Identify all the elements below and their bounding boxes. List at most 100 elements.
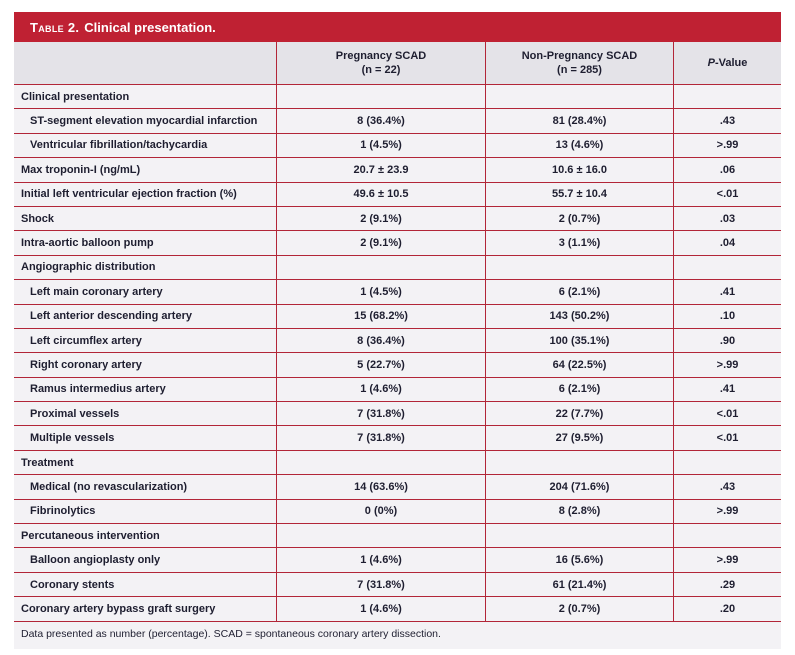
row-label: ST-segment elevation myocardial infarcti… (30, 115, 258, 128)
non-pregnancy-value (485, 85, 673, 109)
table-row: ST-segment elevation myocardial infarcti… (14, 109, 781, 134)
pregnancy-value (276, 524, 485, 548)
non-pregnancy-header-line1: Non-Pregnancy SCAD (521, 49, 638, 62)
table-row: Coronary stents 7 (31.8%) 61 (21.4%) .29 (14, 572, 781, 598)
row-label: Coronary stents (30, 578, 115, 591)
p-value: >.99 (673, 353, 781, 377)
row-label: Left anterior descending artery (30, 310, 192, 323)
p-value: >.99 (673, 548, 781, 572)
row-label: Left main coronary artery (30, 285, 163, 298)
pregnancy-header-line2: (n = 22) (361, 64, 401, 76)
non-pregnancy-value: 2 (0.7%) (485, 206, 673, 231)
row-label: Angiographic distribution (21, 261, 156, 274)
non-pregnancy-value: 100 (35.1%) (485, 328, 673, 353)
row-label: Left circumflex artery (30, 334, 142, 347)
section-header-row: Treatment (14, 450, 781, 476)
row-label: Right coronary artery (30, 358, 142, 371)
p-value: <.01 (673, 402, 781, 426)
non-pregnancy-value: 22 (7.7%) (485, 402, 673, 426)
row-label: Ventricular fibrillation/tachycardia (30, 139, 208, 152)
p-value (673, 450, 781, 475)
pregnancy-value: 1 (4.6%) (276, 377, 485, 402)
non-pregnancy-value: 55.7 ± 10.4 (485, 182, 673, 206)
p-value: .04 (673, 231, 781, 255)
row-label: Initial left ventricular ejection fracti… (21, 188, 237, 201)
pregnancy-value: 5 (22.7%) (276, 353, 485, 377)
table-row: Left circumflex artery 8 (36.4%) 100 (35.1… (14, 328, 781, 354)
p-value (673, 85, 781, 109)
row-label: Intra-aortic balloon pump (21, 237, 154, 250)
clinical-presentation-table: Table 2. Clinical presentation. Pregnanc… (14, 12, 781, 650)
non-pregnancy-value: 27 (9.5%) (485, 426, 673, 450)
non-pregnancy-value: 64 (22.5%) (485, 353, 673, 377)
non-pregnancy-value: 143 (50.2%) (485, 304, 673, 328)
table-row: Shock 2 (9.1%) 2 (0.7%) .03 (14, 206, 781, 232)
pregnancy-value (276, 450, 485, 475)
table-row: Max troponin-I (ng/mL) 20.7 ± 23.9 10.6 ± … (14, 158, 781, 183)
table-row: Fibrinolytics 0 (0%) 8 (2.8%) >.99 (14, 499, 781, 525)
pregnancy-value: 14 (63.6%) (276, 475, 485, 499)
non-pregnancy-value: 8 (2.8%) (485, 499, 673, 524)
p-value: .20 (673, 597, 781, 621)
row-label: Multiple vessels (30, 432, 115, 445)
pregnancy-value: 7 (31.8%) (276, 402, 485, 426)
p-value: .41 (673, 280, 781, 304)
non-pregnancy-header-line2: (n = 285) (557, 64, 602, 76)
table-row: Initial left ventricular ejection fracti… (14, 182, 781, 207)
table-row: Right coronary artery 5 (22.7%) 64 (22.5%)… (14, 353, 781, 378)
non-pregnancy-value: 6 (2.1%) (485, 377, 673, 402)
non-pregnancy-value: 10.6 ± 16.0 (485, 158, 673, 182)
pregnancy-value: 1 (4.5%) (276, 133, 485, 158)
pregnancy-value: 1 (4.5%) (276, 280, 485, 304)
p-value (673, 255, 781, 280)
pregnancy-value: 2 (9.1%) (276, 206, 485, 231)
pregnancy-value: 2 (9.1%) (276, 231, 485, 255)
table-row: Left anterior descending artery 15 (68.2%… (14, 304, 781, 329)
non-pregnancy-value: 3 (1.1%) (485, 231, 673, 255)
row-label: Shock (21, 212, 55, 225)
section-header-row: Clinical presentation (14, 85, 781, 110)
pregnancy-value: 1 (4.6%) (276, 548, 485, 572)
pregnancy-value (276, 85, 485, 109)
p-value-header: P-Value (707, 56, 748, 69)
table-footnote: Data presented as number (percentage). S… (14, 621, 781, 650)
p-value: .41 (673, 377, 781, 402)
pregnancy-value: 8 (36.4%) (276, 109, 485, 133)
p-value: >.99 (673, 133, 781, 158)
p-value: .43 (673, 475, 781, 499)
pregnancy-header-line1: Pregnancy SCAD (335, 49, 427, 62)
section-header-row: Angiographic distribution (14, 255, 781, 281)
pregnancy-value: 15 (68.2%) (276, 304, 485, 328)
p-value: <.01 (673, 426, 781, 450)
table-number-label: Table 2. (30, 19, 80, 35)
p-value (673, 524, 781, 548)
pregnancy-value (276, 255, 485, 280)
pregnancy-value: 1 (4.6%) (276, 597, 485, 621)
p-value: .10 (673, 304, 781, 328)
non-pregnancy-value (485, 524, 673, 548)
section-header-row: Percutaneous intervention (14, 524, 781, 549)
p-value: >.99 (673, 499, 781, 524)
row-label: Ramus intermedius artery (30, 383, 166, 396)
non-pregnancy-value (485, 450, 673, 475)
table-row: Balloon angioplasty only 1 (4.6%) 16 (5.6%… (14, 548, 781, 573)
p-value: <.01 (673, 182, 781, 206)
table-row: Ventricular fibrillation/tachycardia 1 (4… (14, 133, 781, 159)
p-value: .29 (673, 572, 781, 597)
table-row: Coronary artery bypass graft surgery 1 (4… (14, 597, 781, 622)
non-pregnancy-value: 6 (2.1%) (485, 280, 673, 304)
pregnancy-value: 7 (31.8%) (276, 426, 485, 450)
row-label: Max troponin-I (ng/mL) (21, 163, 141, 176)
column-header-pregnancy-scad: Pregnancy SCAD (n = 22) (276, 42, 485, 84)
pregnancy-value: 0 (0%) (276, 499, 485, 524)
non-pregnancy-value (485, 255, 673, 280)
table-row: Left main coronary artery 1 (4.5%) 6 (2.1%… (14, 280, 781, 305)
table-row: Multiple vessels 7 (31.8%) 27 (9.5%) <.01 (14, 426, 781, 451)
column-header-row: Pregnancy SCAD (n = 22) Non-Pregnancy SC… (14, 42, 781, 85)
non-pregnancy-value: 204 (71.6%) (485, 475, 673, 499)
table-title-bar: Table 2. Clinical presentation. (14, 12, 781, 42)
row-label: Proximal vessels (30, 407, 120, 420)
non-pregnancy-value: 2 (0.7%) (485, 597, 673, 621)
pregnancy-value: 8 (36.4%) (276, 328, 485, 353)
p-value: .06 (673, 158, 781, 182)
